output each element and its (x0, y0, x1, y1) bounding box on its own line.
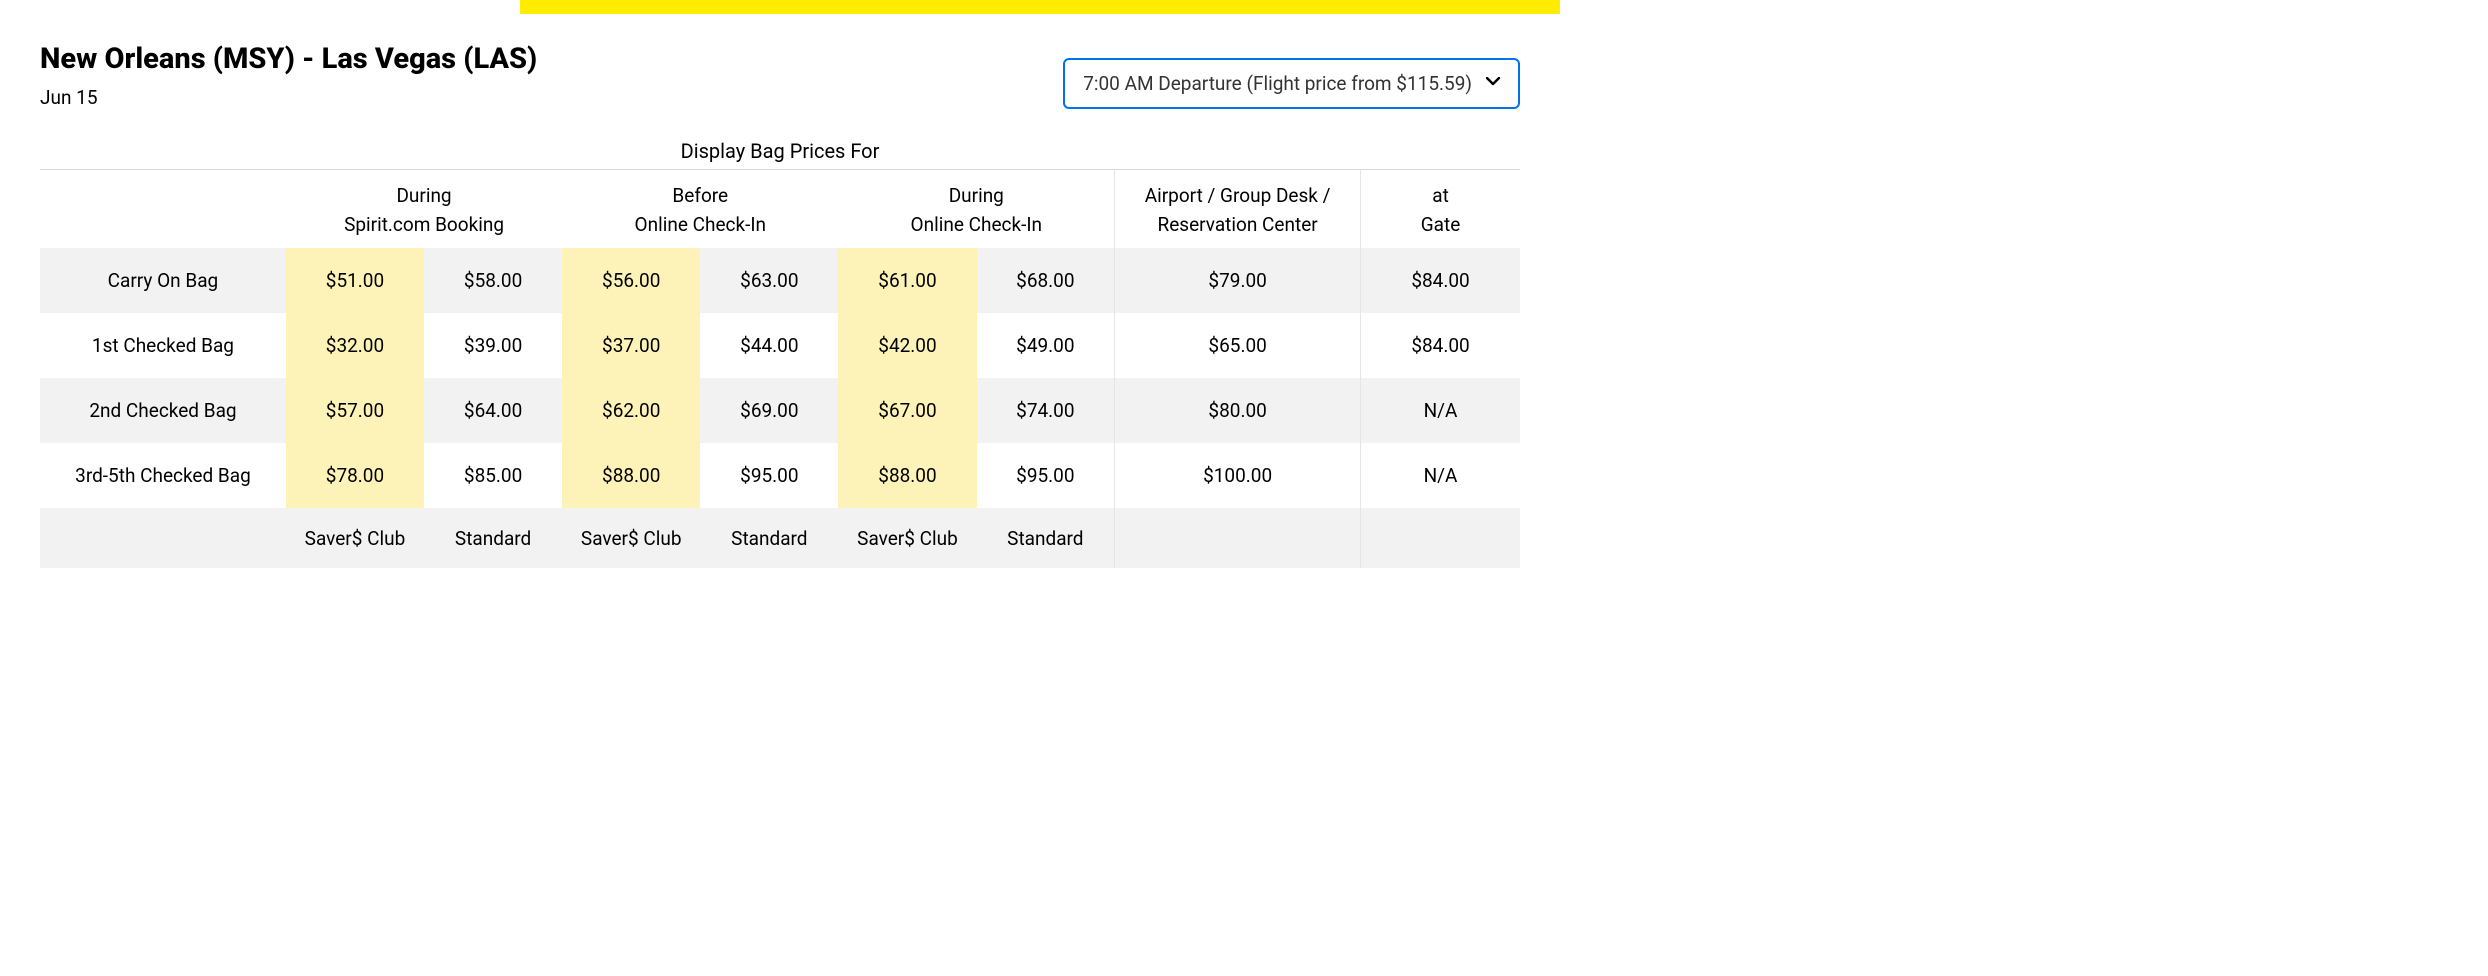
row-label: 1st Checked Bag (40, 313, 286, 378)
price-cell: $67.00 (838, 378, 976, 443)
price-cell: $42.00 (838, 313, 976, 378)
price-cell: $64.00 (424, 378, 562, 443)
footer-label: Saver$ Club (286, 508, 424, 568)
row-label: 2nd Checked Bag (40, 378, 286, 443)
table-footer: Saver$ Club Standard Saver$ Club Standar… (40, 508, 1520, 568)
footer-blank (1115, 508, 1361, 568)
col-header-airport-2: Reservation Center (1115, 213, 1361, 248)
footer-label: Saver$ Club (838, 508, 976, 568)
table-row: 2nd Checked Bag $57.00 $64.00 $62.00 $69… (40, 378, 1520, 443)
col-header-during-booking-1: During (286, 170, 562, 214)
col-header-during-checkin-2: Online Check-In (838, 213, 1114, 248)
footer-label: Standard (977, 508, 1115, 568)
price-cell: $37.00 (562, 313, 700, 378)
flight-dropdown[interactable]: 7:00 AM Departure (Flight price from $11… (1063, 58, 1520, 109)
col-header-before-checkin-1: Before (562, 170, 838, 214)
table-title: Display Bag Prices For (40, 139, 1520, 163)
price-cell: $57.00 (286, 378, 424, 443)
footer-label: Standard (424, 508, 562, 568)
col-header-gate-1: at (1361, 170, 1520, 214)
price-cell: $49.00 (977, 313, 1115, 378)
col-header-during-checkin-1: During (838, 170, 1114, 214)
yellow-banner (520, 0, 1560, 14)
chevron-down-icon (1486, 77, 1500, 91)
route-title: New Orleans (MSY) - Las Vegas (LAS) (40, 42, 537, 76)
price-cell: $65.00 (1115, 313, 1361, 378)
price-cell: $100.00 (1115, 443, 1361, 508)
price-cell: $85.00 (424, 443, 562, 508)
row-label: Carry On Bag (40, 248, 286, 313)
price-cell: $51.00 (286, 248, 424, 313)
price-cell: $95.00 (700, 443, 838, 508)
price-cell: $80.00 (1115, 378, 1361, 443)
price-cell: $78.00 (286, 443, 424, 508)
footer-label: Standard (700, 508, 838, 568)
price-cell: $56.00 (562, 248, 700, 313)
flight-dropdown-label: 7:00 AM Departure (Flight price from $11… (1083, 72, 1472, 95)
header-blank (40, 170, 286, 249)
row-label: 3rd-5th Checked Bag (40, 443, 286, 508)
bag-prices-table: During Before During Airport / Group Des… (40, 169, 1520, 568)
price-cell: $68.00 (977, 248, 1115, 313)
header-left: New Orleans (MSY) - Las Vegas (LAS) Jun … (40, 34, 537, 109)
col-header-airport-1: Airport / Group Desk / (1115, 170, 1361, 214)
price-cell: $69.00 (700, 378, 838, 443)
price-cell: $79.00 (1115, 248, 1361, 313)
price-cell: $63.00 (700, 248, 838, 313)
price-cell: $62.00 (562, 378, 700, 443)
price-cell: $88.00 (838, 443, 976, 508)
col-header-during-booking-2: Spirit.com Booking (286, 213, 562, 248)
price-cell: $61.00 (838, 248, 976, 313)
price-cell: N/A (1361, 443, 1520, 508)
price-cell: N/A (1361, 378, 1520, 443)
price-cell: $44.00 (700, 313, 838, 378)
price-cell: $32.00 (286, 313, 424, 378)
price-cell: $39.00 (424, 313, 562, 378)
price-cell: $95.00 (977, 443, 1115, 508)
price-cell: $84.00 (1361, 313, 1520, 378)
price-cell: $84.00 (1361, 248, 1520, 313)
col-header-before-checkin-2: Online Check-In (562, 213, 838, 248)
page-header: New Orleans (MSY) - Las Vegas (LAS) Jun … (40, 34, 1520, 109)
price-cell: $88.00 (562, 443, 700, 508)
footer-label: Saver$ Club (562, 508, 700, 568)
col-header-gate-2: Gate (1361, 213, 1520, 248)
price-cell: $74.00 (977, 378, 1115, 443)
date-label: Jun 15 (40, 86, 537, 109)
price-cell: $58.00 (424, 248, 562, 313)
table-row: 3rd-5th Checked Bag $78.00 $85.00 $88.00… (40, 443, 1520, 508)
footer-blank (1361, 508, 1520, 568)
table-row: Carry On Bag $51.00 $58.00 $56.00 $63.00… (40, 248, 1520, 313)
footer-blank (40, 508, 286, 568)
table-row: 1st Checked Bag $32.00 $39.00 $37.00 $44… (40, 313, 1520, 378)
